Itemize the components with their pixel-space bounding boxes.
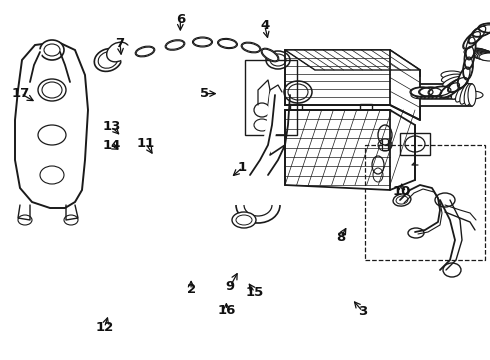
Ellipse shape xyxy=(378,125,392,145)
Ellipse shape xyxy=(40,166,64,184)
Ellipse shape xyxy=(445,78,465,91)
Ellipse shape xyxy=(457,91,479,99)
Ellipse shape xyxy=(440,82,461,98)
Ellipse shape xyxy=(464,48,486,56)
Ellipse shape xyxy=(411,91,433,99)
Ellipse shape xyxy=(241,42,261,53)
Ellipse shape xyxy=(261,48,279,62)
Ellipse shape xyxy=(464,84,473,105)
Ellipse shape xyxy=(422,91,444,99)
Ellipse shape xyxy=(445,91,467,99)
Ellipse shape xyxy=(94,49,122,71)
Bar xyxy=(245,60,297,135)
Text: 14: 14 xyxy=(102,139,121,152)
Ellipse shape xyxy=(430,91,452,99)
Text: 13: 13 xyxy=(102,120,121,133)
Ellipse shape xyxy=(232,212,256,228)
Ellipse shape xyxy=(463,56,473,80)
Ellipse shape xyxy=(107,42,129,62)
Text: 16: 16 xyxy=(217,304,236,317)
Ellipse shape xyxy=(456,82,468,102)
Ellipse shape xyxy=(441,71,463,79)
Ellipse shape xyxy=(410,87,434,97)
Ellipse shape xyxy=(218,39,238,49)
Ellipse shape xyxy=(393,194,411,206)
Ellipse shape xyxy=(408,228,424,238)
Text: 1: 1 xyxy=(238,161,247,174)
Text: 15: 15 xyxy=(245,286,264,299)
Ellipse shape xyxy=(284,81,312,103)
Ellipse shape xyxy=(464,45,474,69)
Ellipse shape xyxy=(254,103,270,117)
Bar xyxy=(360,104,372,112)
Ellipse shape xyxy=(460,84,470,104)
Ellipse shape xyxy=(40,40,64,60)
Ellipse shape xyxy=(434,91,456,99)
Ellipse shape xyxy=(453,91,475,99)
Ellipse shape xyxy=(442,91,464,99)
Text: 5: 5 xyxy=(200,87,209,100)
Polygon shape xyxy=(285,110,415,190)
Ellipse shape xyxy=(479,53,490,61)
Ellipse shape xyxy=(449,91,471,99)
Text: 7: 7 xyxy=(116,37,124,50)
Ellipse shape xyxy=(468,84,476,106)
Text: 2: 2 xyxy=(187,283,196,296)
Ellipse shape xyxy=(463,31,481,49)
Text: 12: 12 xyxy=(95,321,114,334)
Ellipse shape xyxy=(474,51,490,59)
Ellipse shape xyxy=(469,50,490,58)
Bar xyxy=(290,104,302,112)
Text: 8: 8 xyxy=(336,231,345,244)
Ellipse shape xyxy=(38,125,66,145)
Ellipse shape xyxy=(415,91,437,99)
Polygon shape xyxy=(285,50,420,120)
Ellipse shape xyxy=(448,80,466,95)
Ellipse shape xyxy=(443,77,464,87)
Ellipse shape xyxy=(467,49,490,57)
Ellipse shape xyxy=(451,81,467,99)
Bar xyxy=(365,145,485,260)
Ellipse shape xyxy=(448,77,468,93)
Text: 3: 3 xyxy=(358,305,367,318)
Ellipse shape xyxy=(466,49,488,57)
Ellipse shape xyxy=(443,263,461,277)
Ellipse shape xyxy=(472,24,490,37)
Ellipse shape xyxy=(38,79,66,101)
Bar xyxy=(400,133,430,155)
Ellipse shape xyxy=(441,74,463,83)
Polygon shape xyxy=(285,50,420,70)
Text: 11: 11 xyxy=(136,137,155,150)
Ellipse shape xyxy=(468,26,487,44)
Ellipse shape xyxy=(461,91,483,99)
Ellipse shape xyxy=(426,91,448,99)
Ellipse shape xyxy=(193,37,213,47)
Ellipse shape xyxy=(438,91,460,99)
Text: 6: 6 xyxy=(176,13,185,26)
Ellipse shape xyxy=(418,87,442,97)
Ellipse shape xyxy=(165,40,185,50)
Ellipse shape xyxy=(478,23,490,33)
Text: 17: 17 xyxy=(11,87,30,100)
Ellipse shape xyxy=(135,46,155,57)
Ellipse shape xyxy=(476,52,490,60)
Ellipse shape xyxy=(472,51,490,59)
Ellipse shape xyxy=(266,51,290,69)
Text: 9: 9 xyxy=(226,280,235,293)
Text: 10: 10 xyxy=(392,185,411,198)
Ellipse shape xyxy=(477,53,490,60)
Ellipse shape xyxy=(418,91,441,99)
Ellipse shape xyxy=(435,193,455,207)
Text: 4: 4 xyxy=(260,19,269,32)
Ellipse shape xyxy=(466,36,476,60)
Ellipse shape xyxy=(457,66,470,89)
Ellipse shape xyxy=(471,50,490,58)
Ellipse shape xyxy=(428,86,452,96)
Polygon shape xyxy=(15,42,88,208)
